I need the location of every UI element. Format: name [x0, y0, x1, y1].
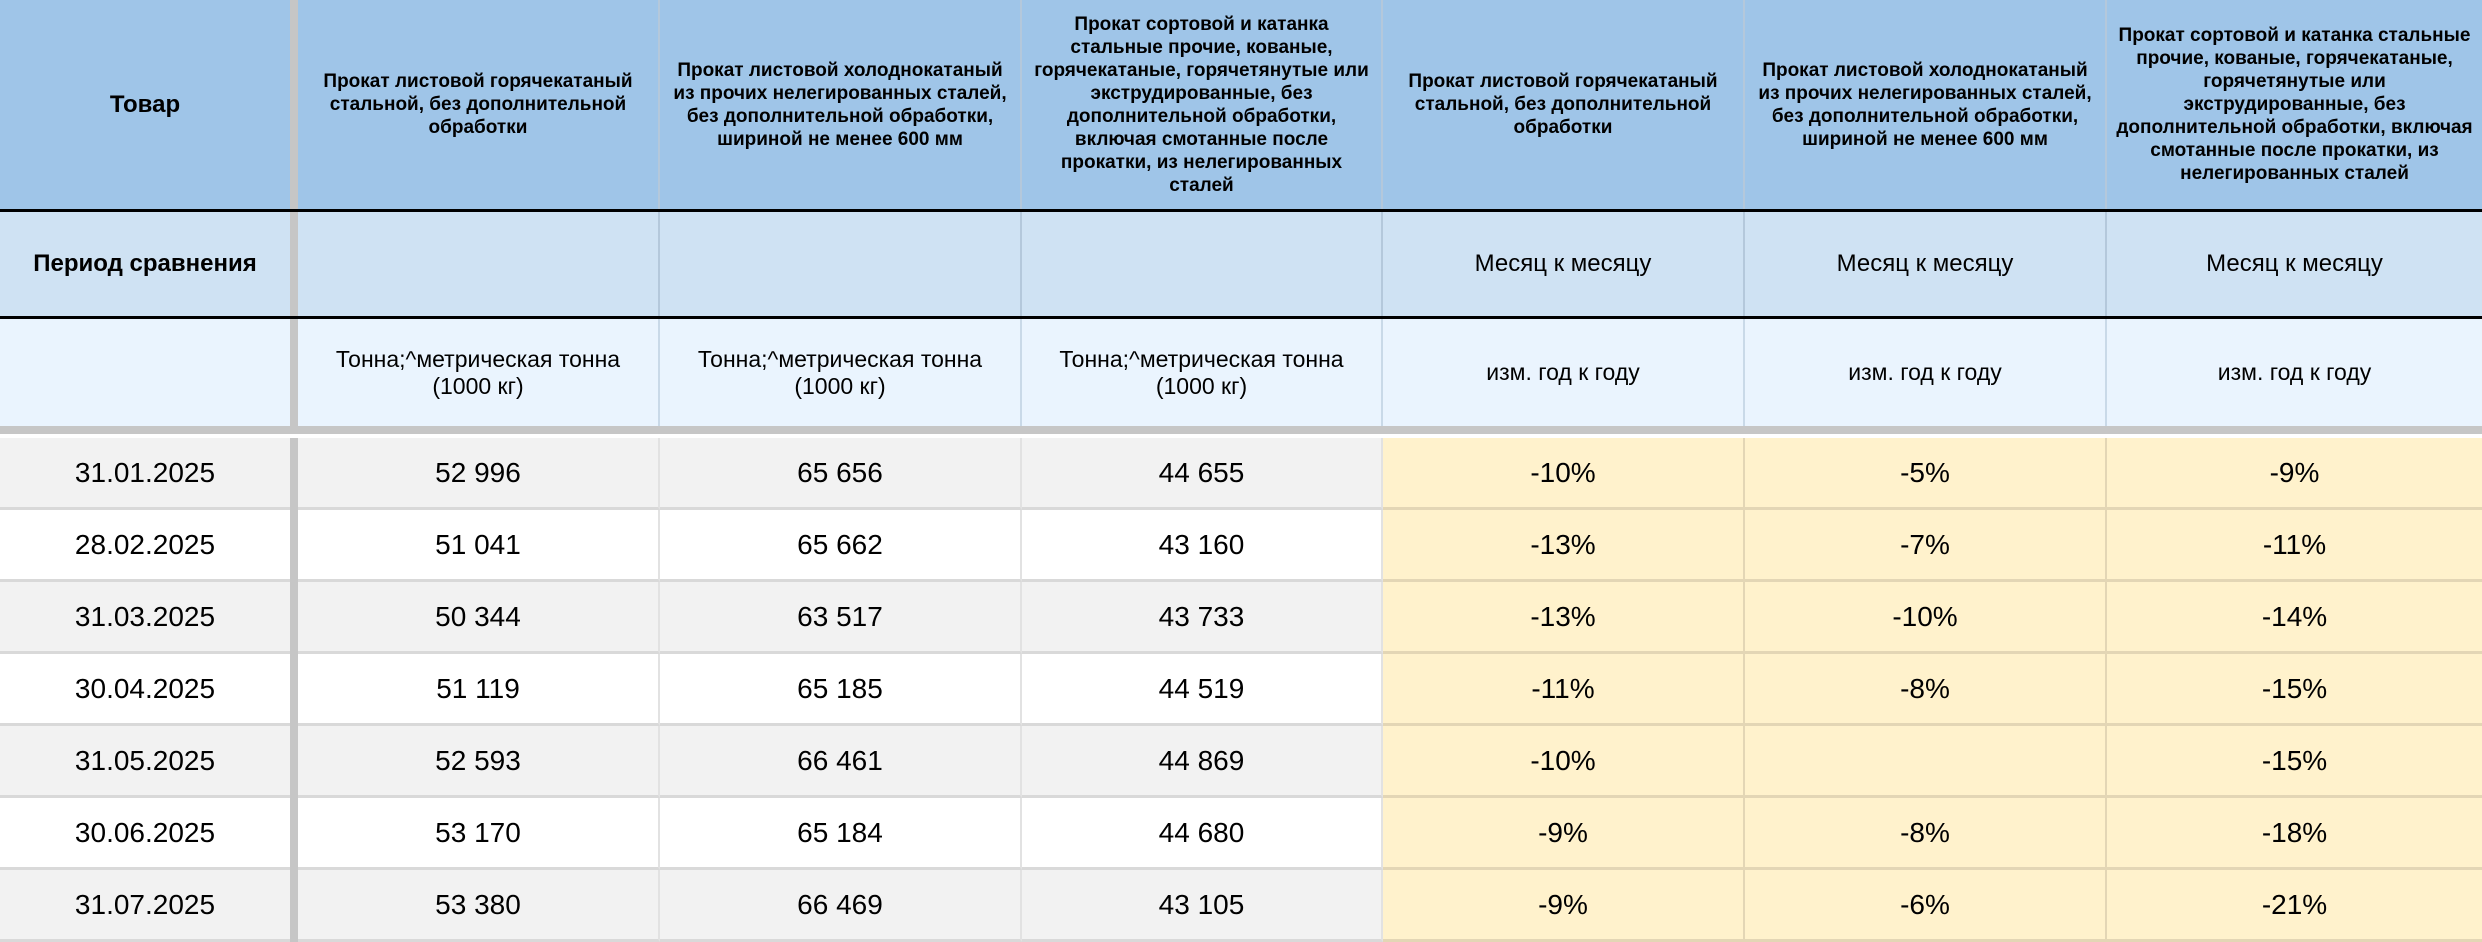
- value-cell[interactable]: 51 119: [298, 654, 660, 726]
- value-cell[interactable]: 63 517: [660, 582, 1022, 654]
- table-row: 31.07.2025 53 380 66 469 43 105 -9% -6% …: [0, 870, 2482, 942]
- frozen-column-divider[interactable]: [290, 510, 298, 582]
- pct-cell[interactable]: -6%: [1745, 870, 2107, 942]
- pct-cell[interactable]: -7%: [1745, 510, 2107, 582]
- frozen-column-divider[interactable]: [290, 654, 298, 726]
- value-cell[interactable]: 50 344: [298, 582, 660, 654]
- value-cell[interactable]: 52 996: [298, 438, 660, 510]
- pct-cell[interactable]: -21%: [2107, 870, 2482, 942]
- pct-cell[interactable]: -14%: [2107, 582, 2482, 654]
- pct-cell[interactable]: -9%: [2107, 438, 2482, 510]
- value-cell[interactable]: 66 469: [660, 870, 1022, 942]
- table-row: 31.05.2025 52 593 66 461 44 869 -10% -15…: [0, 726, 2482, 798]
- value-cell[interactable]: 51 041: [298, 510, 660, 582]
- date-cell[interactable]: 30.04.2025: [0, 654, 290, 726]
- pct-cell[interactable]: -10%: [1383, 726, 1745, 798]
- frozen-column-divider[interactable]: [290, 212, 298, 316]
- pct-cell[interactable]: -11%: [2107, 510, 2482, 582]
- pct-cell[interactable]: -5%: [1745, 438, 2107, 510]
- date-cell[interactable]: 31.03.2025: [0, 582, 290, 654]
- pct-cell[interactable]: -8%: [1745, 798, 2107, 870]
- period-cell[interactable]: [298, 212, 660, 316]
- frozen-column-divider[interactable]: [290, 0, 298, 209]
- pct-cell[interactable]: -9%: [1383, 798, 1745, 870]
- table-row: 30.04.2025 51 119 65 185 44 519 -11% -8%…: [0, 654, 2482, 726]
- frozen-column-divider[interactable]: [290, 319, 298, 426]
- date-cell[interactable]: 30.06.2025: [0, 798, 290, 870]
- table-row: 30.06.2025 53 170 65 184 44 680 -9% -8% …: [0, 798, 2482, 870]
- pct-cell[interactable]: -15%: [2107, 726, 2482, 798]
- frozen-column-divider[interactable]: [290, 438, 298, 510]
- value-cell[interactable]: 66 461: [660, 726, 1022, 798]
- value-cell[interactable]: 43 105: [1022, 870, 1383, 942]
- header-cell[interactable]: Прокат листовой горячекатаный стальной, …: [298, 0, 660, 209]
- table-row: 31.01.2025 52 996 65 656 44 655 -10% -5%…: [0, 438, 2482, 510]
- pct-cell[interactable]: [1745, 726, 2107, 798]
- pct-cell[interactable]: -8%: [1745, 654, 2107, 726]
- value-cell[interactable]: 65 656: [660, 438, 1022, 510]
- date-cell[interactable]: 28.02.2025: [0, 510, 290, 582]
- header-cell[interactable]: Прокат сортовой и катанка стальные прочи…: [2116, 25, 2473, 184]
- value-cell[interactable]: 44 519: [1022, 654, 1383, 726]
- period-cell[interactable]: Месяц к месяцу: [2206, 250, 2383, 277]
- period-cell[interactable]: Месяц к месяцу: [1745, 212, 2107, 316]
- value-cell[interactable]: 43 733: [1022, 582, 1383, 654]
- value-cell[interactable]: 53 170: [298, 798, 660, 870]
- unit-cell[interactable]: изм. год к году: [1383, 319, 1745, 426]
- unit-cell[interactable]: изм. год к году: [2217, 359, 2372, 385]
- period-cell[interactable]: [660, 212, 1022, 316]
- pct-cell[interactable]: -15%: [2107, 654, 2482, 726]
- date-cell[interactable]: 31.01.2025: [0, 438, 290, 510]
- header-cell[interactable]: Прокат листовой горячекатаный стальной, …: [1383, 0, 1745, 209]
- header-cell[interactable]: Прокат листовой холоднокатаный из прочих…: [660, 0, 1022, 209]
- pct-cell[interactable]: -10%: [1383, 438, 1745, 510]
- pct-cell[interactable]: -13%: [1383, 510, 1745, 582]
- frozen-column-divider[interactable]: [290, 582, 298, 654]
- period-label[interactable]: Период сравнения: [33, 250, 257, 277]
- value-cell[interactable]: 52 593: [298, 726, 660, 798]
- table-row: 31.03.2025 50 344 63 517 43 733 -13% -10…: [0, 582, 2482, 654]
- unit-cell[interactable]: Тонна;^метрическая тонна (1000 кг): [660, 319, 1022, 426]
- value-cell[interactable]: 53 380: [298, 870, 660, 942]
- value-cell[interactable]: 44 655: [1022, 438, 1383, 510]
- pct-cell[interactable]: -10%: [1745, 582, 2107, 654]
- unit-cell[interactable]: изм. год к году: [1745, 319, 2107, 426]
- pct-cell[interactable]: -18%: [2107, 798, 2482, 870]
- frozen-column-divider[interactable]: [290, 798, 298, 870]
- header-cell[interactable]: Прокат сортовой и катанка стальные прочи…: [1022, 0, 1383, 209]
- pct-cell[interactable]: -11%: [1383, 654, 1745, 726]
- header-cell-product[interactable]: Товар: [109, 91, 181, 118]
- unit-label[interactable]: [0, 319, 290, 426]
- unit-cell[interactable]: Тонна;^метрическая тонна (1000 кг): [298, 319, 660, 426]
- frozen-column-divider[interactable]: [290, 870, 298, 942]
- pct-cell[interactable]: -13%: [1383, 582, 1745, 654]
- value-cell[interactable]: 44 680: [1022, 798, 1383, 870]
- table-row: 28.02.2025 51 041 65 662 43 160 -13% -7%…: [0, 510, 2482, 582]
- pct-cell[interactable]: -9%: [1383, 870, 1745, 942]
- date-cell[interactable]: 31.05.2025: [0, 726, 290, 798]
- period-cell[interactable]: [1022, 212, 1383, 316]
- value-cell[interactable]: 65 185: [660, 654, 1022, 726]
- frozen-column-divider[interactable]: [290, 726, 298, 798]
- value-cell[interactable]: 65 184: [660, 798, 1022, 870]
- unit-row: Тонна;^метрическая тонна (1000 кг) Тонна…: [0, 319, 2482, 426]
- value-cell[interactable]: 65 662: [660, 510, 1022, 582]
- period-cell[interactable]: Месяц к месяцу: [1383, 212, 1745, 316]
- value-cell[interactable]: 44 869: [1022, 726, 1383, 798]
- period-row: Период сравнения Месяц к месяцу Месяц к …: [0, 212, 2482, 319]
- unit-cell[interactable]: Тонна;^метрическая тонна (1000 кг): [1022, 319, 1383, 426]
- header-row: Товар Прокат листовой горячекатаный стал…: [0, 0, 2482, 212]
- header-cell[interactable]: Прокат листовой холоднокатаный из прочих…: [1745, 0, 2107, 209]
- frozen-rows-divider[interactable]: [0, 426, 2482, 434]
- date-cell[interactable]: 31.07.2025: [0, 870, 290, 942]
- value-cell[interactable]: 43 160: [1022, 510, 1383, 582]
- divider-gap: [0, 434, 2482, 438]
